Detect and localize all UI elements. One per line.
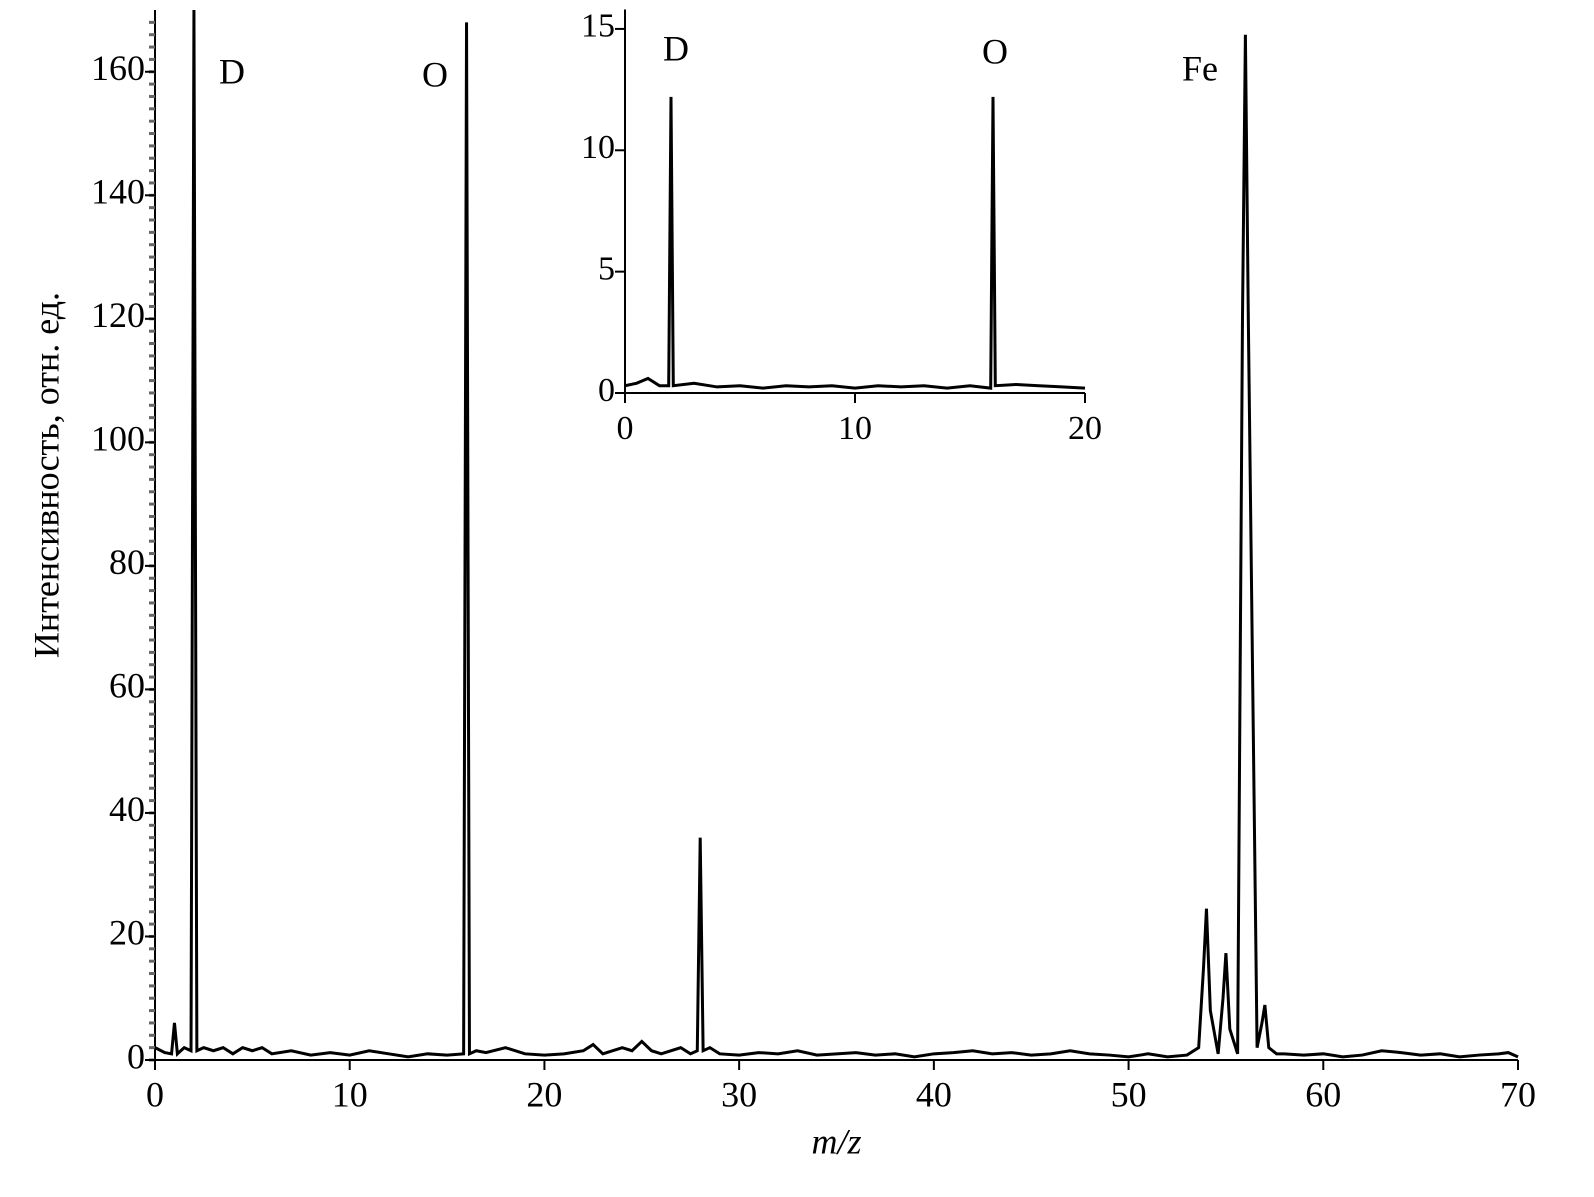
y-tick-label: 160 — [91, 48, 145, 88]
x-tick-label: 10 — [838, 410, 872, 447]
x-tick-label: 50 — [1111, 1074, 1147, 1114]
x-tick-label: 70 — [1500, 1074, 1536, 1114]
y-tick-label: 20 — [109, 913, 145, 953]
x-tick-label: 30 — [721, 1074, 757, 1114]
y-tick-label: 60 — [109, 666, 145, 706]
peak-label: D — [219, 51, 245, 91]
y-tick-label: 40 — [109, 789, 145, 829]
spectrum-line — [154, 9, 1519, 1059]
x-tick-label: 40 — [916, 1074, 952, 1114]
peak-label: O — [982, 31, 1008, 71]
x-tick-label: 0 — [617, 410, 634, 447]
y-tick-label: 10 — [581, 129, 615, 166]
x-tick-label: 20 — [526, 1074, 562, 1114]
x-tick-label: 20 — [1068, 410, 1102, 447]
peak-label: O — [422, 54, 448, 94]
spectrum-line — [624, 96, 1086, 390]
y-axis-label: Интенсивность, отн. ед. — [26, 292, 66, 658]
y-tick-label: 100 — [91, 419, 145, 459]
y-tick-label: 120 — [91, 295, 145, 335]
y-tick-label: 15 — [581, 8, 615, 45]
y-tick-label: 5 — [598, 250, 615, 287]
peak-label: Fe — [1182, 48, 1218, 88]
y-tick-label: 0 — [598, 372, 615, 409]
peak-label: D — [663, 28, 689, 68]
y-tick-label: 140 — [91, 172, 145, 212]
x-axis-label: m/z — [811, 1121, 861, 1161]
x-tick-label: 10 — [332, 1074, 368, 1114]
y-tick-label: 0 — [127, 1036, 145, 1076]
y-tick-label: 80 — [109, 542, 145, 582]
x-tick-label: 0 — [146, 1074, 164, 1114]
x-tick-label: 60 — [1305, 1074, 1341, 1114]
